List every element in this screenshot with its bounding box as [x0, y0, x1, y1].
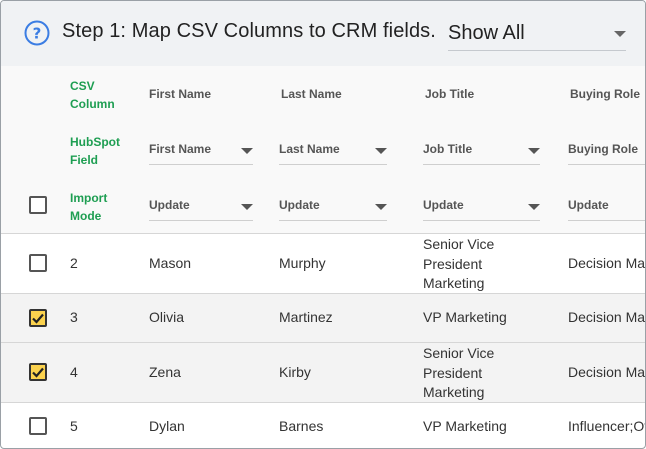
first-name-cell: Olivia: [149, 309, 185, 325]
table-row: 4 Zena Kirby Senior Vice President Marke…: [1, 343, 646, 403]
import-mode-label: Import Mode: [70, 189, 107, 225]
checkmark-icon: [32, 367, 44, 378]
hubspot-field-label-line1: HubSpot: [70, 135, 120, 149]
csv-column-label: CSV Column: [70, 77, 115, 113]
row-checkbox[interactable]: [29, 254, 47, 272]
csv-column-buying-role: Buying Role: [570, 87, 641, 101]
step-header: ? Step 1: Map CSV Columns to CRM fields.…: [1, 1, 645, 66]
import-mode-select-last-name[interactable]: Update: [279, 193, 387, 221]
last-name-cell: Barnes: [279, 418, 324, 434]
chevron-down-icon: [528, 204, 540, 210]
hubspot-field-select-last-name[interactable]: Last Name: [279, 137, 387, 165]
chevron-down-icon: [241, 204, 253, 210]
hubspot-field-value: Job Title: [423, 142, 473, 156]
job-title-cell: Senior Vice President Marketing: [423, 235, 494, 294]
help-icon[interactable]: ?: [24, 20, 50, 46]
job-title-line: President: [423, 364, 483, 381]
select-all-checkbox[interactable]: [29, 196, 47, 214]
chevron-down-icon: [375, 148, 387, 154]
first-name-cell: Mason: [149, 255, 192, 271]
job-title-line: Senior Vice: [423, 345, 495, 361]
hubspot-field-value: Buying Role: [568, 142, 639, 156]
page-title: Step 1: Map CSV Columns to CRM fields.: [62, 20, 436, 42]
import-mode-label-line2: Mode: [70, 209, 102, 223]
table-row: 5 Dylan Barnes VP Marketing Influencer;O…: [1, 403, 645, 448]
last-name-cell: Kirby: [279, 364, 311, 380]
import-mode-value: Update: [279, 198, 320, 212]
first-name-cell: Zena: [149, 364, 181, 380]
buying-role-cell: Influencer;Oth: [568, 418, 645, 434]
buying-role-cell: Decision Mak: [568, 255, 646, 271]
job-title-line: Senior Vice: [423, 236, 495, 252]
csv-column-last-name: Last Name: [281, 87, 342, 101]
job-title-line: President: [423, 255, 483, 272]
csv-column-label-line1: CSV: [70, 79, 95, 93]
buying-role-cell: Decision Mak: [568, 364, 646, 380]
hubspot-field-label-line2: Field: [70, 153, 99, 167]
import-mode-select-buying-role[interactable]: Update: [568, 193, 645, 221]
chevron-down-icon: [241, 148, 253, 154]
filter-select-value: Show All: [448, 22, 525, 44]
hubspot-field-select-buying-role[interactable]: Buying Role: [568, 137, 645, 165]
hubspot-field-label: HubSpot Field: [70, 133, 120, 169]
first-name-cell: Dylan: [149, 418, 185, 434]
hubspot-field-select-job-title[interactable]: Job Title: [423, 137, 540, 165]
row-checkbox[interactable]: [29, 417, 47, 435]
import-mode-select-job-title[interactable]: Update: [423, 193, 540, 221]
mapping-header: CSV Column First Name Last Name Job Titl…: [1, 66, 645, 234]
import-mode-value: Update: [149, 198, 190, 212]
job-title-line: Marketing: [423, 275, 485, 291]
hubspot-field-select-first-name[interactable]: First Name: [149, 137, 253, 165]
job-title-cell: VP Marketing: [423, 309, 507, 325]
job-title-cell: Senior Vice President Marketing: [423, 344, 494, 403]
hubspot-field-value: First Name: [149, 142, 212, 156]
hubspot-field-value: Last Name: [279, 142, 340, 156]
row-number: 2: [70, 255, 78, 271]
table-row: 3 Olivia Martinez VP Marketing Decision …: [1, 294, 646, 343]
import-mode-value: Update: [568, 198, 609, 212]
row-number: 4: [70, 364, 78, 380]
job-title-cell: VP Marketing: [423, 418, 507, 434]
table-row: 2 Mason Murphy Senior Vice President Mar…: [1, 234, 646, 294]
import-mode-select-first-name[interactable]: Update: [149, 193, 253, 221]
row-checkbox[interactable]: [29, 363, 47, 381]
svg-text:?: ?: [33, 25, 42, 43]
chevron-down-icon: [614, 31, 626, 37]
csv-column-job-title: Job Title: [425, 87, 475, 101]
import-mode-value: Update: [423, 198, 464, 212]
import-mode-label-line1: Import: [70, 191, 108, 205]
chevron-down-icon: [528, 148, 540, 154]
csv-column-label-line2: Column: [70, 97, 115, 111]
last-name-cell: Martinez: [279, 309, 333, 325]
row-number: 3: [70, 309, 78, 325]
csv-column-first-name: First Name: [149, 87, 212, 101]
filter-select[interactable]: Show All: [448, 15, 626, 51]
buying-role-cell: Decision Mak: [568, 309, 646, 325]
checkmark-icon: [32, 313, 44, 324]
row-number: 5: [70, 418, 78, 434]
job-title-line: Marketing: [423, 384, 485, 400]
last-name-cell: Murphy: [279, 255, 326, 271]
chevron-down-icon: [375, 204, 387, 210]
row-checkbox[interactable]: [29, 309, 47, 327]
